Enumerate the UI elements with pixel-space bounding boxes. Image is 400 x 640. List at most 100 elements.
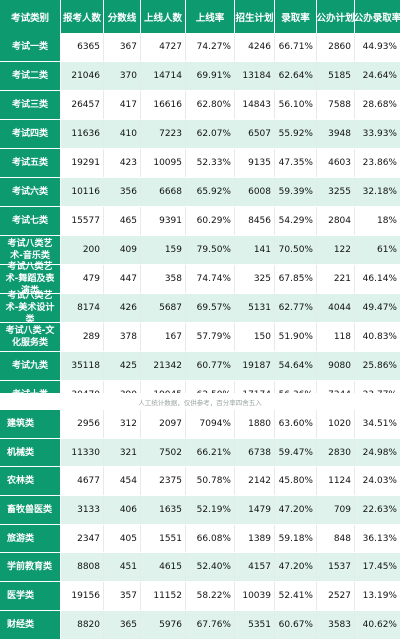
table-row: 旅游类 2347 405 1551 66.08% 1389 59.18% 848 36.13% (0, 524, 400, 554)
value-cell: 69.91% (186, 62, 235, 90)
header-cell: 上线率 (186, 0, 235, 33)
table-row: 学前教育类 8808 451 4615 52.40% 4157 47.20% 1537 17.4… (0, 553, 400, 583)
value-cell: 8820 (61, 610, 104, 639)
value-cell: 14714 (141, 62, 186, 90)
header-cell: 上线人数 (141, 0, 186, 33)
value-cell: 25.86% (362, 361, 397, 371)
value-cell: 3948 (317, 120, 355, 148)
value-cell: 6507 (235, 120, 275, 148)
value-cell: 9135 (235, 149, 275, 177)
table-row: 建筑类 2956 312 2097 7094% 1880 63.60% 1020 34.51% (0, 410, 400, 439)
header-cell: 考试类别 (0, 0, 61, 33)
value-cell: 3133 (61, 496, 104, 524)
value-cell: 54.64% (275, 352, 317, 380)
value-cell: 167 (141, 323, 186, 351)
value-cell: 4727 (141, 33, 186, 61)
value-cell: 44.93% (362, 42, 397, 52)
value-cell: 62.77% (275, 294, 317, 322)
value-cell: 289 (61, 323, 104, 351)
value-cell: 2142 (235, 467, 275, 496)
value-cell: 46.14% (362, 274, 397, 284)
value-cell: 6008 (235, 178, 275, 206)
value-cell: 409 (104, 236, 141, 264)
value-cell: 52.33% (186, 149, 235, 177)
value-cell: 4615 (141, 553, 186, 582)
value-cell: 122 (317, 236, 355, 264)
value-cell: 63.60% (275, 410, 317, 438)
value-cell: 1537 (317, 553, 355, 582)
value-cell: 8456 (235, 207, 275, 235)
category-cell: 考试七类 (0, 207, 61, 235)
value-cell: 26457 (61, 91, 104, 119)
category-cell: 考试八类-文化服务类 (0, 323, 61, 351)
value-cell: 1880 (235, 410, 275, 438)
table-row: 考试五类 19291 423 10095 52.33% 9135 47.35% 4603 23.… (0, 149, 400, 178)
value-cell: 118 (317, 323, 355, 351)
header-cell: 招生计划 (235, 0, 275, 33)
table-row: 畜牧兽医类 3133 406 1635 52.19% 1479 47.20% 709 22.63… (0, 496, 400, 525)
table-row: 医学类 19156 357 11152 58.22% 10039 52.41% 2527 13.… (0, 582, 400, 611)
value-cell: 5351 (235, 610, 275, 639)
value-cell: 4677 (61, 467, 104, 496)
value-cell: 15577 (61, 207, 104, 235)
value-cell: 848 (317, 524, 355, 553)
value-cell: 67.76% (186, 610, 235, 639)
value-cell: 60.77% (186, 352, 235, 380)
value-cell: 24.03% (362, 476, 397, 487)
category-cell: 考试八类艺术-舞蹈及表演类 (0, 262, 61, 296)
value-cell: 417 (104, 91, 141, 119)
value-cell: 40.83% (362, 332, 397, 342)
value-cell: 40.62% (362, 619, 397, 630)
value-cell: 32.18% (362, 187, 397, 197)
value-cell: 52.19% (186, 496, 235, 524)
value-cell: 1389 (235, 524, 275, 553)
table-row: 农林类 4677 454 2375 50.78% 2142 45.80% 1124 24.03% (0, 467, 400, 497)
value-cell: 3255 (317, 178, 355, 206)
value-cell: 7588 (317, 91, 355, 119)
value-cell: 358 (141, 265, 186, 293)
value-cell: 59.18% (275, 524, 317, 553)
value-cell: 447 (104, 265, 141, 293)
value-cell: 4157 (235, 553, 275, 582)
value-cell: 10095 (141, 149, 186, 177)
category-cell: 考试六类 (0, 178, 61, 206)
value-cell: 479 (61, 265, 104, 293)
value-cell: 60.67% (275, 610, 317, 639)
value-cell: 367 (104, 33, 141, 61)
value-cell: 357 (104, 582, 141, 610)
category-cell: 考试八类艺术-美术设计类 (0, 291, 61, 325)
value-cell: 159 (141, 236, 186, 264)
category-cell: 学前教育类 (0, 553, 61, 582)
value-cell: 10039 (235, 582, 275, 610)
value-cell: 35118 (61, 352, 104, 380)
value-cell: 67.85% (275, 265, 317, 293)
value-cell: 8808 (61, 553, 104, 582)
value-cell: 57.79% (186, 323, 235, 351)
value-cell: 2956 (61, 410, 104, 438)
value-cell: 2097 (141, 410, 186, 438)
value-cell: 18% (376, 216, 397, 226)
value-cell: 47.35% (275, 149, 317, 177)
value-cell: 19187 (235, 352, 275, 380)
value-cell: 2830 (317, 438, 355, 467)
category-cell: 考试八类艺术-音乐类 (0, 236, 61, 264)
value-cell: 23.86% (362, 158, 397, 168)
table-header: 考试类别 报考人数 分数线 上线人数 上线率 招生计划 录取率 公办计划 公办录取率 (0, 0, 400, 33)
category-cell: 考试四类 (0, 120, 61, 148)
value-cell: 24.98% (362, 447, 397, 458)
table-row: 财经类 8820 365 5976 67.76% 5351 60.67% 3583 40.62% (0, 610, 400, 640)
value-cell: 6365 (61, 33, 104, 61)
value-cell: 426 (104, 294, 141, 322)
category-cell: 机械类 (0, 438, 61, 467)
category-cell: 畜牧兽医类 (0, 496, 61, 524)
table-row: 考试一类 6365 367 4727 74.27% 4246 66.71% 2860 44.93… (0, 33, 400, 62)
value-cell: 5185 (317, 62, 355, 90)
value-cell: 21342 (141, 352, 186, 380)
value-cell: 69.57% (186, 294, 235, 322)
table-row: 考试八类艺术-音乐类 200 409 159 79.50% 141 70.50% 122 61% (0, 236, 400, 265)
value-cell: 28.68% (362, 100, 397, 110)
header-cell: 公办计划 (317, 0, 355, 33)
value-cell: 11330 (61, 438, 104, 467)
value-cell: 13184 (235, 62, 275, 90)
header-cell: 分数线 (104, 0, 141, 33)
